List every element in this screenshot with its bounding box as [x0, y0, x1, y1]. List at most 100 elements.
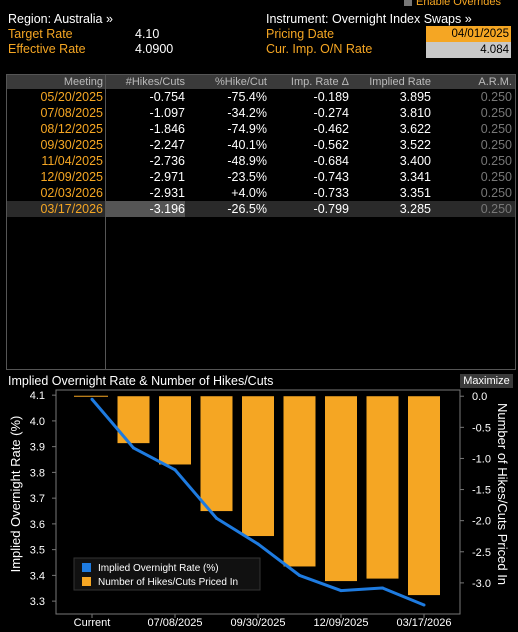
- cell-meeting-date: 11/04/2025: [41, 154, 103, 168]
- maximize-button[interactable]: Maximize: [460, 374, 513, 388]
- line-point: [90, 397, 94, 401]
- y-tick-label-right: -0.5: [472, 422, 491, 434]
- y-tick-label-left: 4.0: [30, 416, 45, 428]
- bar: [159, 396, 191, 465]
- cell-imp-rate-delta: -0.462: [313, 122, 349, 136]
- cell-meeting-date: 08/12/2025: [40, 122, 103, 136]
- y-tick-label-left: 4.1: [30, 390, 45, 402]
- cell-meeting-date: 09/30/2025: [40, 138, 103, 152]
- col-pct-hike-cut[interactable]: %Hike/Cut: [215, 76, 267, 88]
- cell-implied-rate: 3.622: [399, 122, 431, 136]
- y-tick-label-left: 3.8: [30, 467, 45, 479]
- cell-pct-hike-cut: -74.9%: [227, 122, 267, 136]
- cell-implied-rate: 3.285: [399, 202, 431, 216]
- chart-canvas: 4.1 4.0 3.9 3.8 3.7 3.6 3.5 3.4 3.3 0.0 -0.5 -1.0 -1…: [8, 389, 510, 629]
- y-tick-label-left: 3.4: [30, 570, 45, 582]
- cell-imp-rate-delta: -0.189: [313, 90, 349, 104]
- cell-meeting-date: 05/20/2025: [40, 90, 103, 104]
- cell-hikes-cuts: -1.097: [149, 106, 185, 120]
- table-row[interactable]: 11/04/2025 -2.736 -48.9% -0.684 3.400 0.250: [7, 153, 515, 169]
- cell-arm: 0.250: [480, 202, 512, 216]
- line-point: [256, 542, 260, 546]
- cell-implied-rate: 3.810: [399, 106, 431, 120]
- col-implied-rate[interactable]: Implied Rate: [369, 76, 431, 88]
- cell-pct-hike-cut: -26.5%: [227, 202, 267, 216]
- y-tick-label-right: -2.5: [472, 547, 491, 559]
- cell-implied-rate: 3.351: [399, 186, 431, 200]
- pricing-date-input[interactable]: 04/01/2025: [426, 26, 511, 42]
- legend-line-label: Implied Overnight Rate (%): [98, 563, 219, 574]
- cell-pct-hike-cut: -40.1%: [227, 138, 267, 152]
- bar: [408, 396, 440, 596]
- cell-hikes-cuts: -2.971: [149, 170, 185, 184]
- cell-hikes-cuts: -2.736: [149, 154, 185, 168]
- col-imp-rate-delta[interactable]: Imp. Rate Δ: [290, 76, 349, 88]
- enable-overrides-label: Enable Overrides: [416, 0, 501, 8]
- cell-pct-hike-cut: -75.4%: [227, 90, 267, 104]
- bar: [325, 396, 357, 582]
- y-tick-label-left: 3.3: [30, 596, 45, 608]
- table-row[interactable]: 03/17/2026 -3.196 -26.5% -0.799 3.285 0.250: [7, 201, 515, 217]
- cur-imp-rate-value: 4.084: [426, 42, 511, 58]
- col-hikes-cuts[interactable]: #Hikes/Cuts: [125, 76, 185, 88]
- region-selector[interactable]: Region: Australia »: [8, 12, 113, 26]
- cell-hikes-cuts: -0.754: [149, 90, 185, 104]
- y-tick-label-left: 3.5: [30, 545, 45, 557]
- y-tick-label-right: -1.5: [472, 485, 491, 497]
- cell-imp-rate-delta: -0.684: [313, 154, 349, 168]
- y-tick-label-right: 0.0: [472, 391, 487, 403]
- cell-implied-rate: 3.400: [399, 154, 431, 168]
- x-tick-label: Current: [74, 617, 111, 629]
- table-row[interactable]: 08/12/2025 -1.846 -74.9% -0.462 3.622 0.250: [7, 121, 515, 137]
- table-row[interactable]: 02/03/2026 -2.931 +4.0% -0.733 3.351 0.250: [7, 185, 515, 201]
- col-meeting[interactable]: Meeting: [63, 76, 103, 88]
- cur-imp-rate-label: Cur. Imp. O/N Rate: [266, 42, 373, 56]
- cell-implied-rate: 3.341: [399, 170, 431, 184]
- cell-hikes-cuts: -3.196: [149, 202, 185, 216]
- effective-rate-value: 4.0900: [135, 42, 174, 56]
- cell-pct-hike-cut: -48.9%: [227, 154, 267, 168]
- column-divider: [105, 75, 106, 369]
- pricing-date-label: Pricing Date: [266, 27, 335, 41]
- bar: [242, 396, 274, 537]
- meetings-table: Meeting #Hikes/Cuts %Hike/Cut Imp. Rate …: [6, 74, 516, 370]
- line-point: [215, 516, 218, 520]
- target-rate-label: Target Rate: [8, 27, 73, 41]
- cell-arm: 0.250: [480, 106, 512, 120]
- line-point: [339, 589, 343, 593]
- cell-implied-rate: 3.895: [399, 90, 431, 104]
- cell-pct-hike-cut: +4.0%: [231, 186, 267, 200]
- cell-imp-rate-delta: -0.733: [313, 186, 349, 200]
- table-row[interactable]: 09/30/2025 -2.247 -40.1% -0.562 3.522 0.250: [7, 137, 515, 153]
- table-row[interactable]: 12/09/2025 -2.971 -23.5% -0.743 3.341 0.250: [7, 169, 515, 185]
- y-tick-label-left: 3.7: [30, 493, 45, 505]
- y-axis-label-left: Implied Overnight Rate (%): [8, 416, 23, 573]
- cell-meeting-date: 03/17/2026: [40, 202, 103, 216]
- instrument-selector[interactable]: Instrument: Overnight Index Swaps »: [266, 12, 472, 26]
- col-arm[interactable]: A.R.M.: [478, 76, 512, 88]
- cell-imp-rate-delta: -0.562: [313, 138, 349, 152]
- cell-arm: 0.250: [480, 122, 512, 136]
- cell-imp-rate-delta: -0.274: [313, 106, 349, 120]
- line-point: [132, 446, 135, 450]
- cell-arm: 0.250: [480, 90, 512, 104]
- line-point: [298, 573, 301, 577]
- x-tick-label: 07/08/2025: [147, 617, 202, 629]
- cell-pct-hike-cut: -34.2%: [227, 106, 267, 120]
- cell-arm: 0.250: [480, 186, 512, 200]
- checkbox-icon[interactable]: [404, 0, 412, 7]
- enable-overrides-toggle[interactable]: Enable Overrides: [404, 0, 501, 8]
- cell-imp-rate-delta: -0.799: [313, 202, 349, 216]
- legend: Implied Overnight Rate (%) Number of Hik…: [73, 557, 261, 591]
- y-tick-label-right: -3.0: [472, 578, 491, 590]
- legend-bar-swatch: [82, 577, 91, 586]
- bar: [283, 396, 316, 567]
- line-point: [381, 586, 384, 590]
- cell-arm: 0.250: [480, 154, 512, 168]
- cell-meeting-date: 02/03/2026: [40, 186, 103, 200]
- y-tick-label-left: 3.6: [30, 519, 45, 531]
- table-row[interactable]: 05/20/2025 -0.754 -75.4% -0.189 3.895 0.250: [7, 89, 515, 105]
- effective-rate-label: Effective Rate: [8, 42, 86, 56]
- table-row[interactable]: 07/08/2025 -1.097 -34.2% -0.274 3.810 0.250: [7, 105, 515, 121]
- table-header: Meeting #Hikes/Cuts %Hike/Cut Imp. Rate …: [7, 75, 515, 89]
